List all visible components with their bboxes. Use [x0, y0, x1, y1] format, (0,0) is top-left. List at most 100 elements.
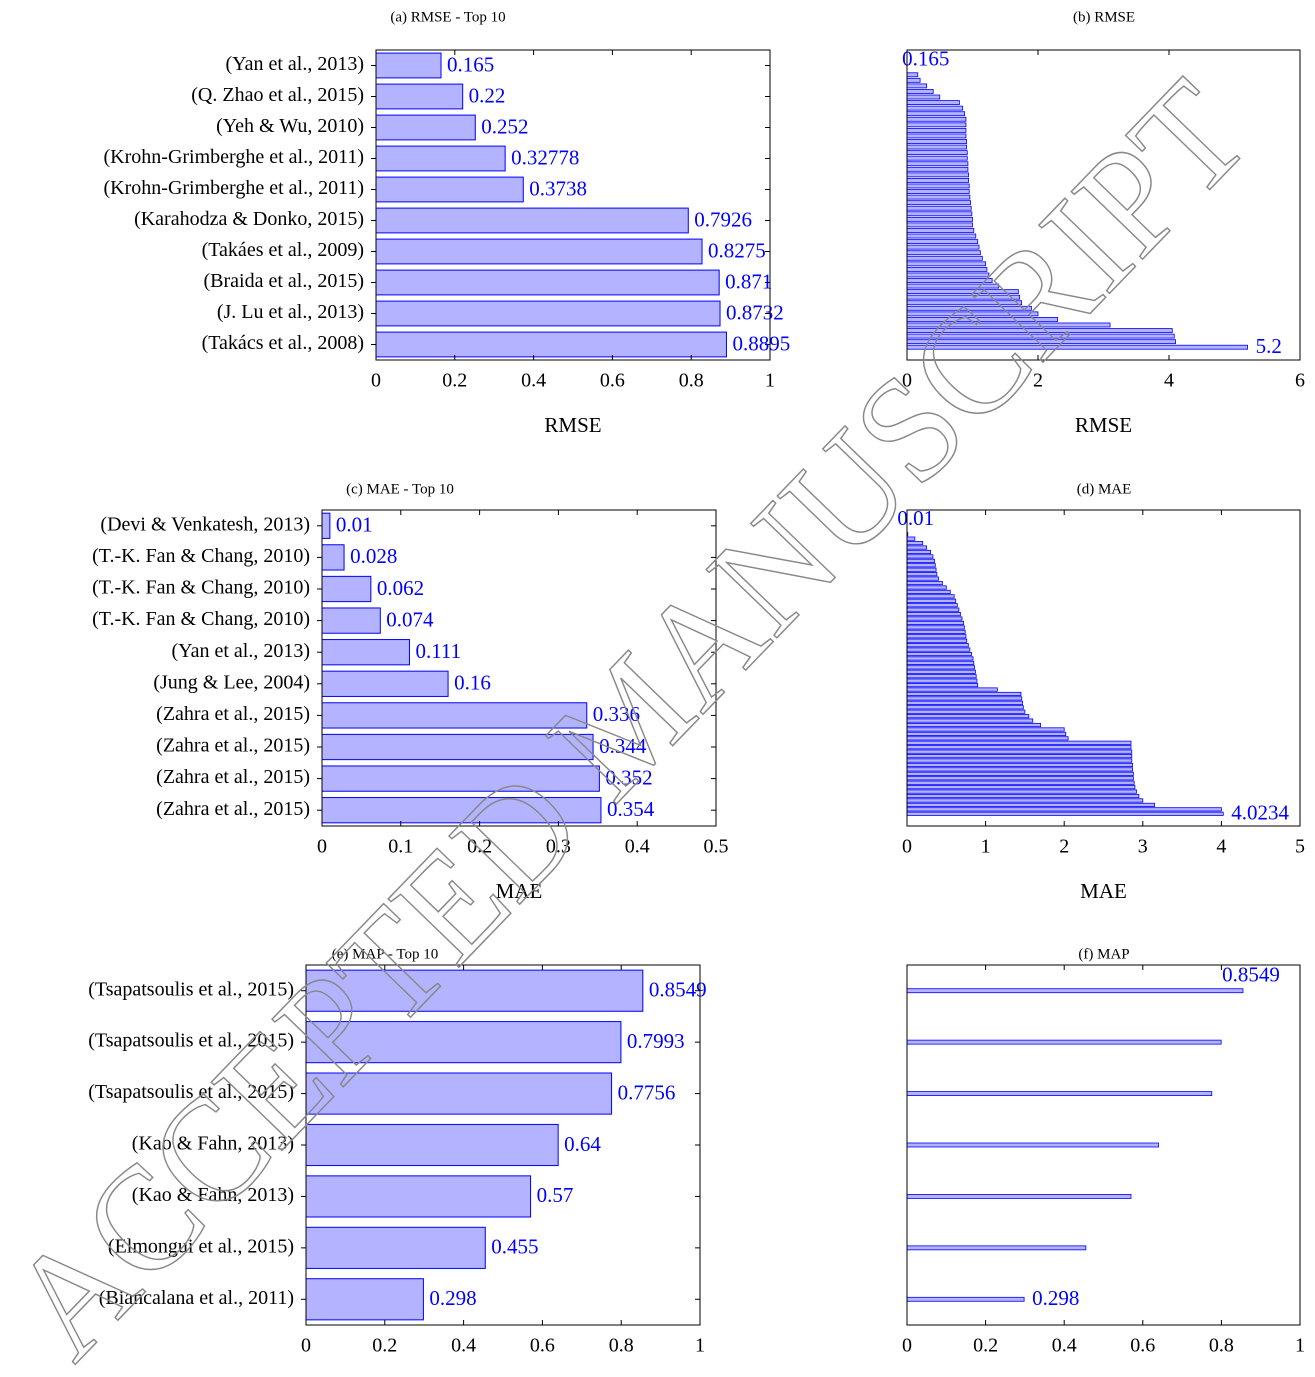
category-label: (T.-K. Fan & Chang, 2010)	[92, 608, 310, 630]
bar	[906, 714, 1030, 719]
chart-title: (c) MAE - Top 10	[346, 481, 454, 497]
bar	[906, 691, 1022, 697]
bar	[906, 576, 939, 581]
category-label: (J. Lu et al., 2013)	[217, 301, 364, 323]
data-label: 0.7926	[694, 207, 752, 231]
category-label: (Krohn-Grimberghe et al., 2011)	[104, 146, 364, 168]
x-tick-label: 4	[1216, 836, 1226, 858]
bar	[906, 133, 967, 139]
plot-frame	[906, 49, 1301, 361]
bar	[906, 678, 978, 683]
chart-title: (e) MAP - Top 10	[332, 946, 438, 962]
x-axis-label: RMSE	[1075, 413, 1132, 437]
bar	[906, 211, 973, 217]
category-label: (Devi & Venkatesh, 2013)	[100, 513, 310, 535]
x-tick-label: 0	[902, 1335, 912, 1357]
category-label: (T.-K. Fan & Chang, 2010)	[92, 545, 310, 567]
x-tick-label: 0	[317, 836, 327, 858]
bar	[906, 811, 1224, 816]
plot-frame	[375, 49, 771, 361]
category-label: (Yeh & Wu, 2010)	[216, 115, 364, 137]
x-tick-label: 0	[371, 370, 381, 392]
x-tick-label: 6	[1295, 370, 1305, 392]
bar	[305, 1278, 424, 1321]
data-label: 0.32778	[511, 145, 579, 169]
bar	[906, 709, 1026, 714]
bar	[305, 1123, 559, 1167]
bar	[906, 789, 1137, 794]
plot-frame	[906, 509, 1301, 827]
bar	[906, 740, 1132, 745]
bar	[906, 563, 936, 568]
data-label: 0.336	[593, 702, 640, 726]
bar	[321, 575, 372, 603]
bar	[906, 785, 1136, 790]
bar	[906, 161, 969, 167]
x-tick-label: 0.3	[546, 836, 571, 858]
x-tick-label: 0.8	[609, 1335, 634, 1357]
bar	[906, 705, 1024, 710]
data-label: 5.2	[1256, 334, 1282, 358]
bar	[906, 687, 998, 692]
bar	[906, 1039, 1222, 1045]
category-label: (Zahra et al., 2015)	[156, 766, 310, 788]
data-label: 0.252	[481, 114, 528, 138]
plot-frame	[906, 964, 1301, 1326]
bar	[906, 683, 979, 688]
data-label: 0.8549	[1222, 963, 1280, 987]
data-label: 0.354	[607, 797, 655, 821]
x-tick-label: 0.4	[1052, 1335, 1077, 1357]
bar	[906, 696, 1023, 701]
x-tick-label: 1	[765, 370, 775, 392]
bar	[906, 638, 968, 643]
bar	[321, 639, 410, 666]
bar	[375, 145, 506, 172]
bar	[906, 758, 1133, 763]
data-label: 0.7993	[627, 1029, 685, 1053]
data-label: 0.165	[902, 47, 949, 71]
bar	[906, 100, 960, 105]
bar	[906, 155, 968, 161]
category-label: (Tsapatsoulis et al., 2015)	[88, 1030, 294, 1052]
data-label: 0.344	[599, 734, 647, 758]
bar	[321, 797, 602, 824]
data-label: 0.111	[415, 639, 461, 663]
x-tick-label: 0.8	[1209, 1335, 1234, 1357]
bar	[906, 585, 947, 590]
bar	[321, 607, 381, 634]
bar	[906, 554, 934, 559]
bar	[906, 216, 973, 222]
data-label: 0.871	[725, 269, 772, 293]
data-label: 0.8275	[708, 238, 766, 262]
bar	[906, 776, 1134, 781]
bar	[906, 647, 971, 652]
bar	[906, 660, 975, 665]
data-label: 0.57	[537, 1183, 574, 1207]
bar	[906, 736, 1069, 741]
bar	[321, 670, 449, 697]
bar	[906, 656, 974, 661]
bar	[906, 745, 1132, 750]
bar	[375, 176, 524, 203]
bar	[906, 651, 972, 657]
data-label: 0.062	[377, 576, 424, 600]
category-label: (Zahra et al., 2015)	[156, 798, 310, 820]
bar	[906, 183, 970, 189]
data-label: 0.7756	[618, 1080, 676, 1104]
x-tick-label: 0.4	[521, 370, 546, 392]
x-tick-label: 0.6	[1130, 1335, 1155, 1357]
data-label: 0.22	[469, 83, 506, 107]
bar	[321, 733, 594, 761]
data-label: 0.074	[386, 607, 434, 631]
x-tick-label: 3	[1138, 836, 1148, 858]
bar	[906, 603, 958, 608]
plot-frame	[305, 964, 701, 1326]
x-tick-label: 0.6	[600, 370, 625, 392]
bar	[906, 718, 1034, 723]
bar	[906, 762, 1133, 768]
x-tick-label: 2	[1059, 836, 1069, 858]
plot-frame	[321, 509, 717, 827]
bar	[906, 598, 957, 603]
bar	[375, 207, 689, 234]
data-label: 0.028	[350, 544, 397, 568]
